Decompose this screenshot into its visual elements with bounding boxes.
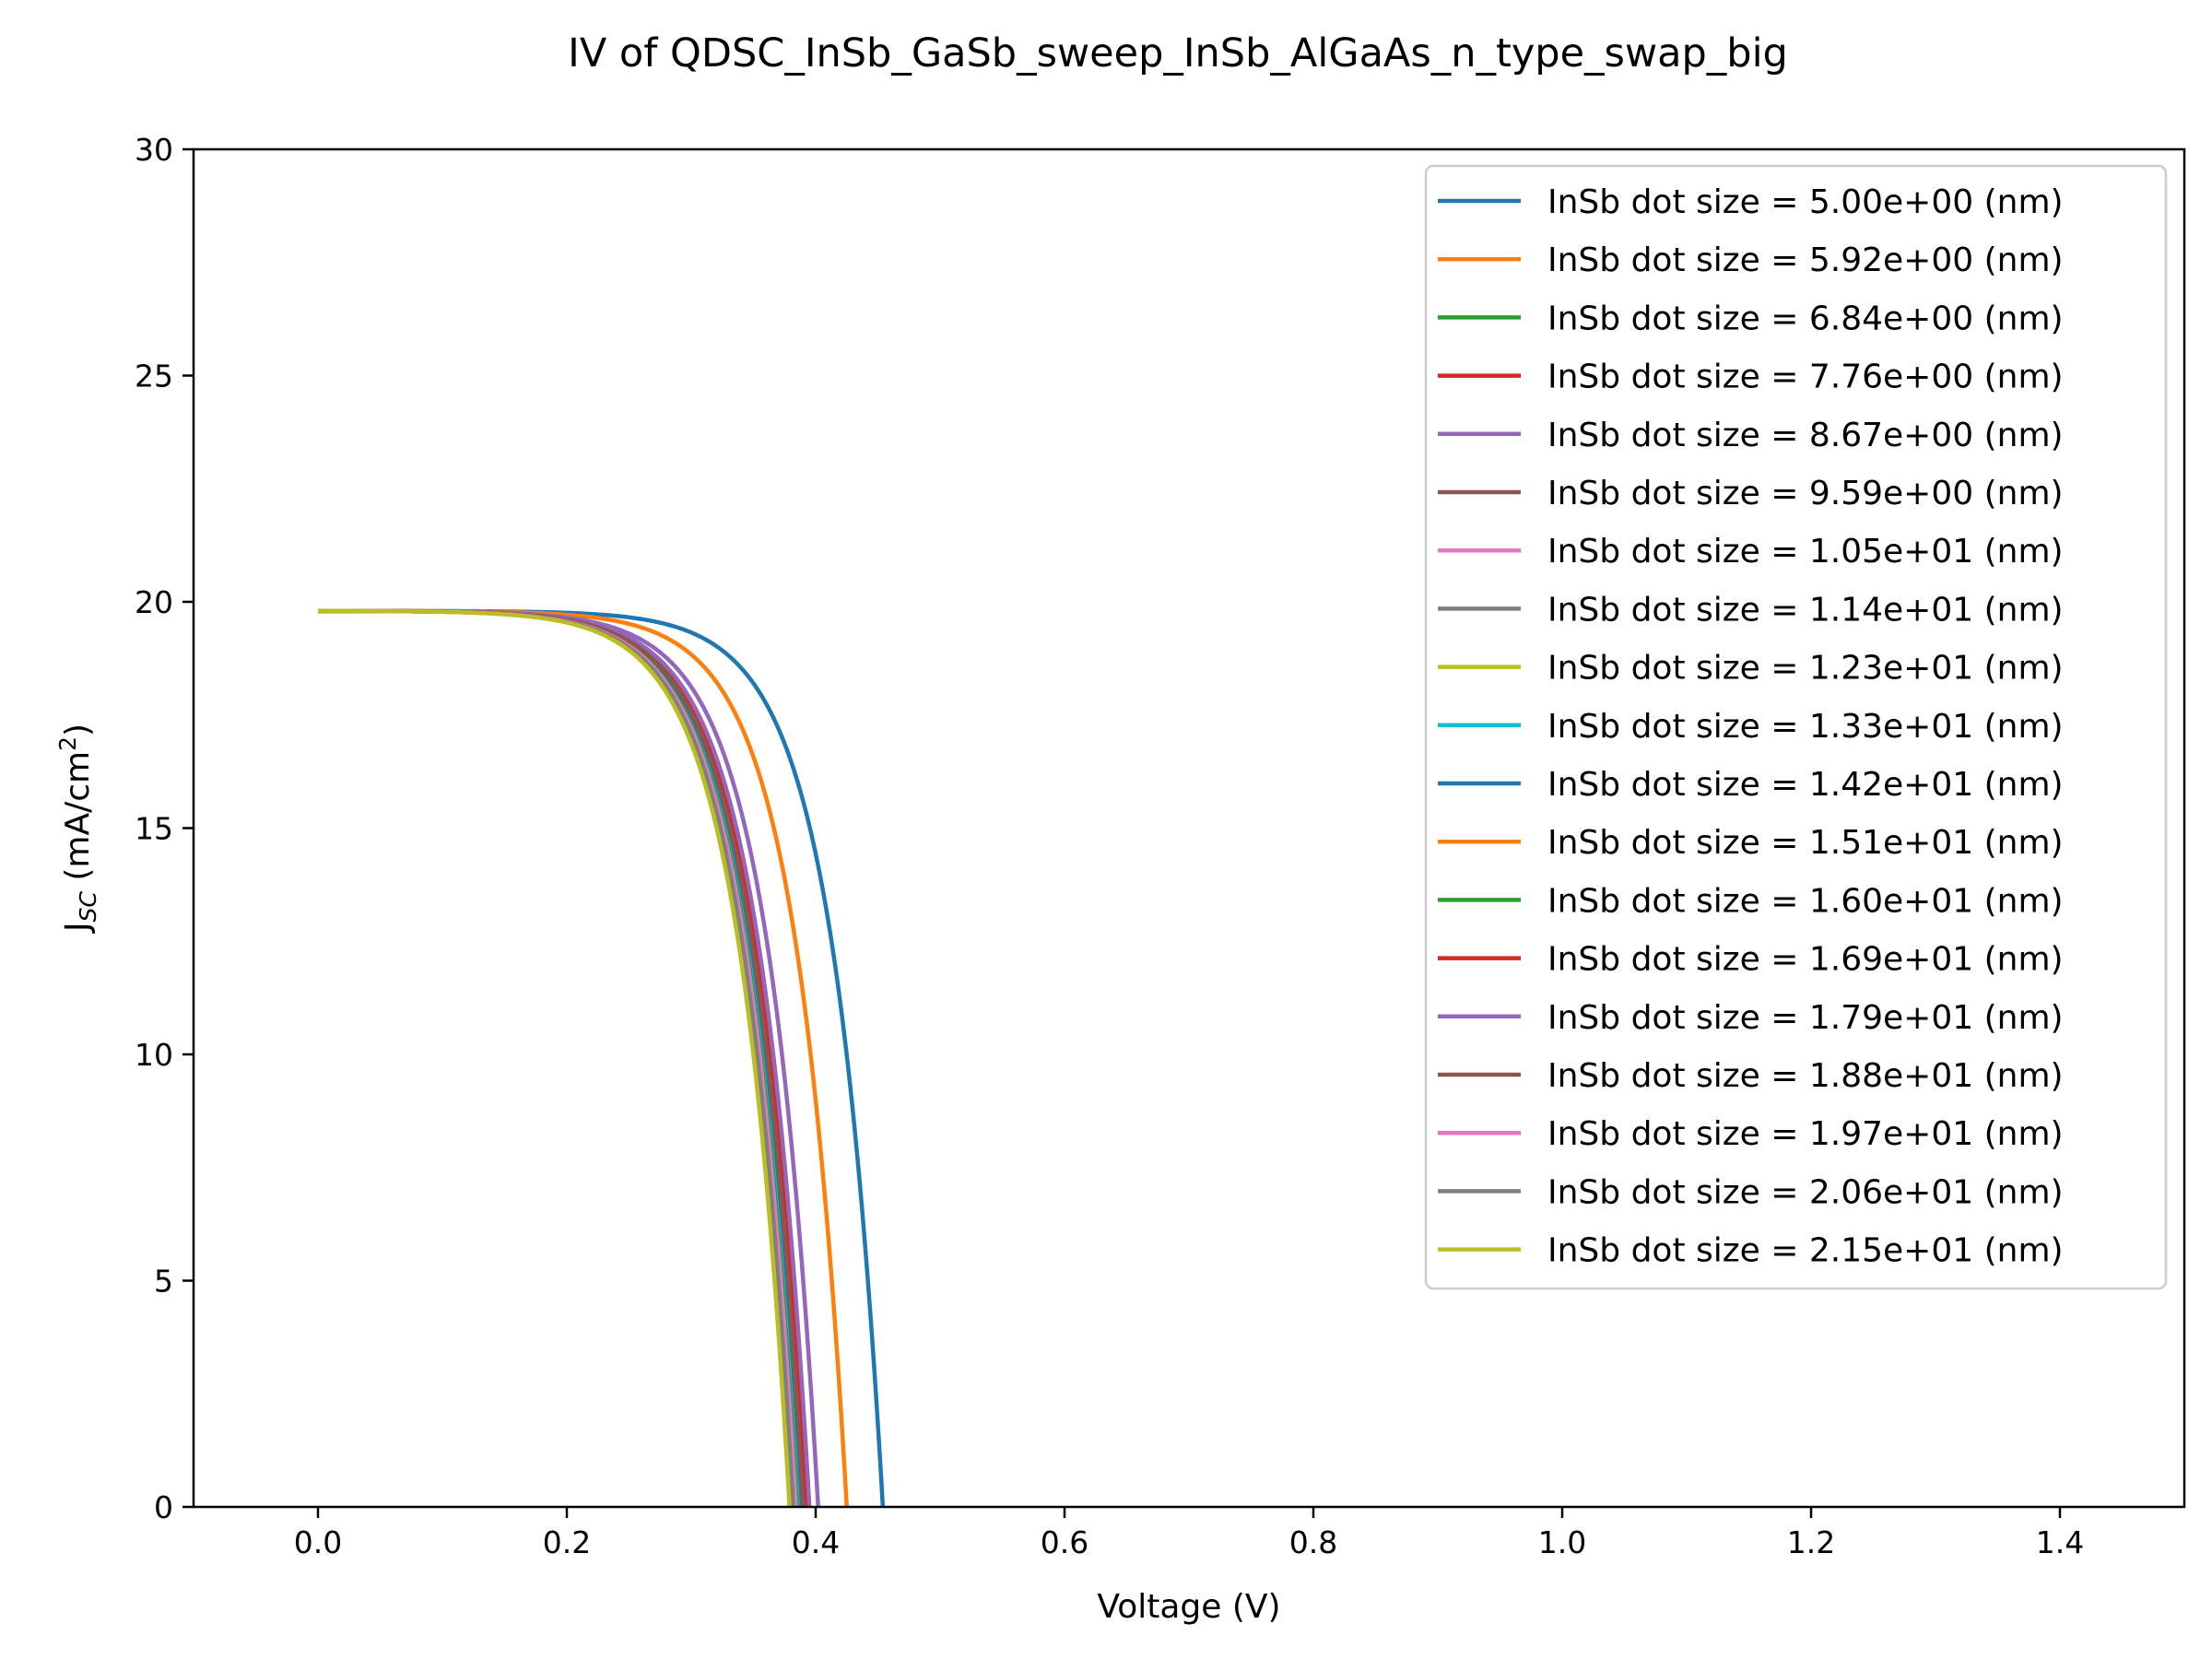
y-tick-label-4: 20	[135, 584, 173, 620]
legend-label-12: InSb dot size = 1.60e+01 (nm)	[1547, 882, 2064, 920]
x-tick-label-6: 1.2	[1787, 1524, 1835, 1560]
x-tick-label-5: 1.0	[1538, 1524, 1586, 1560]
legend-label-2: InSb dot size = 6.84e+00 (nm)	[1547, 300, 2064, 337]
legend-label-13: InSb dot size = 1.69e+01 (nm)	[1547, 941, 2064, 979]
x-tick-label-3: 0.6	[1041, 1524, 1088, 1560]
y-tick-label-5: 25	[135, 359, 173, 394]
x-tick-label-1: 0.2	[543, 1524, 591, 1560]
x-axis: 0.0 0.2 0.4 0.6 0.8 1.0 1.2 1.4	[294, 1507, 2084, 1560]
legend-label-4: InSb dot size = 8.67e+00 (nm)	[1547, 417, 2064, 454]
x-tick-label-4: 0.8	[1289, 1524, 1337, 1560]
legend-label-9: InSb dot size = 1.33e+01 (nm)	[1547, 708, 2064, 746]
legend-label-18: InSb dot size = 2.15e+01 (nm)	[1547, 1232, 2064, 1270]
legend-label-0: InSb dot size = 5.00e+00 (nm)	[1547, 183, 2064, 221]
y-axis-label: JSC (mA/cm2)	[54, 724, 101, 934]
y-axis: 0 5 10 15 20 25 30	[135, 132, 194, 1525]
legend-label-1: InSb dot size = 5.92e+00 (nm)	[1547, 241, 2064, 279]
legend-label-11: InSb dot size = 1.51e+01 (nm)	[1547, 824, 2064, 862]
legend-label-15: InSb dot size = 1.88e+01 (nm)	[1547, 1057, 2064, 1095]
y-tick-label-6: 30	[135, 132, 173, 168]
y-tick-label-0: 0	[154, 1489, 173, 1525]
x-axis-label: Voltage (V)	[1097, 1588, 1280, 1626]
x-tick-label-2: 0.4	[792, 1524, 840, 1560]
legend-box	[1424, 164, 2168, 1290]
legend-label-16: InSb dot size = 1.97e+01 (nm)	[1547, 1115, 2064, 1153]
legend-label-14: InSb dot size = 1.79e+01 (nm)	[1547, 999, 2064, 1037]
y-tick-label-1: 5	[154, 1264, 173, 1300]
legend-label-17: InSb dot size = 2.06e+01 (nm)	[1547, 1173, 2064, 1211]
y-tick-label-2: 10	[135, 1037, 173, 1073]
legend-label-3: InSb dot size = 7.76e+00 (nm)	[1547, 359, 2064, 396]
legend-label-8: InSb dot size = 1.23e+01 (nm)	[1547, 650, 2064, 688]
legend-label-6: InSb dot size = 1.05e+01 (nm)	[1547, 533, 2064, 571]
x-tick-label-7: 1.4	[2036, 1524, 2084, 1560]
legend: InSb dot size = 5.00e+00 (nm) InSb dot si…	[1424, 164, 2168, 1290]
x-tick-label-0: 0.0	[294, 1524, 342, 1560]
legend-label-10: InSb dot size = 1.42e+01 (nm)	[1547, 766, 2064, 804]
legend-label-7: InSb dot size = 1.14e+01 (nm)	[1547, 591, 2064, 629]
plot-curves	[318, 608, 886, 1507]
series-line-18	[318, 608, 792, 1507]
chart-title: IV of QDSC_InSb_GaSb_sweep_InSb_AlGaAs_n…	[568, 30, 1788, 76]
y-tick-label-3: 15	[135, 811, 173, 847]
legend-label-5: InSb dot size = 9.59e+00 (nm)	[1547, 475, 2064, 512]
